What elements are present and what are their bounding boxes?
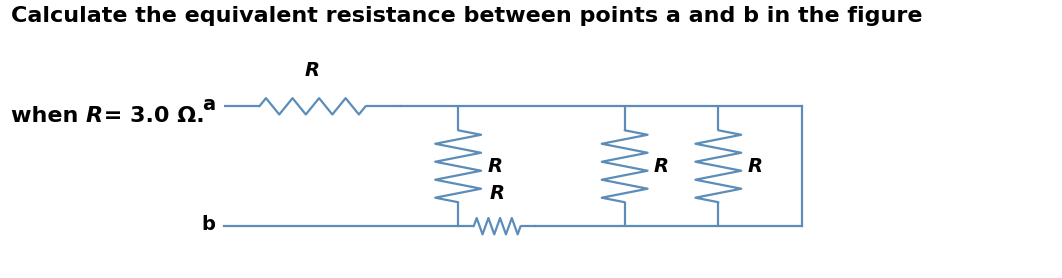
Text: R: R bbox=[490, 184, 504, 203]
Text: b: b bbox=[202, 215, 216, 234]
Text: R: R bbox=[305, 61, 320, 80]
Text: Calculate the equivalent resistance between points a and b in the figure: Calculate the equivalent resistance betw… bbox=[11, 6, 922, 26]
Text: a: a bbox=[203, 95, 216, 115]
Text: R: R bbox=[748, 157, 763, 176]
Text: R: R bbox=[487, 157, 502, 176]
Text: when: when bbox=[11, 106, 86, 126]
Text: R: R bbox=[654, 157, 669, 176]
Text: R: R bbox=[86, 106, 103, 126]
Text: = 3.0 Ω.: = 3.0 Ω. bbox=[96, 106, 205, 126]
